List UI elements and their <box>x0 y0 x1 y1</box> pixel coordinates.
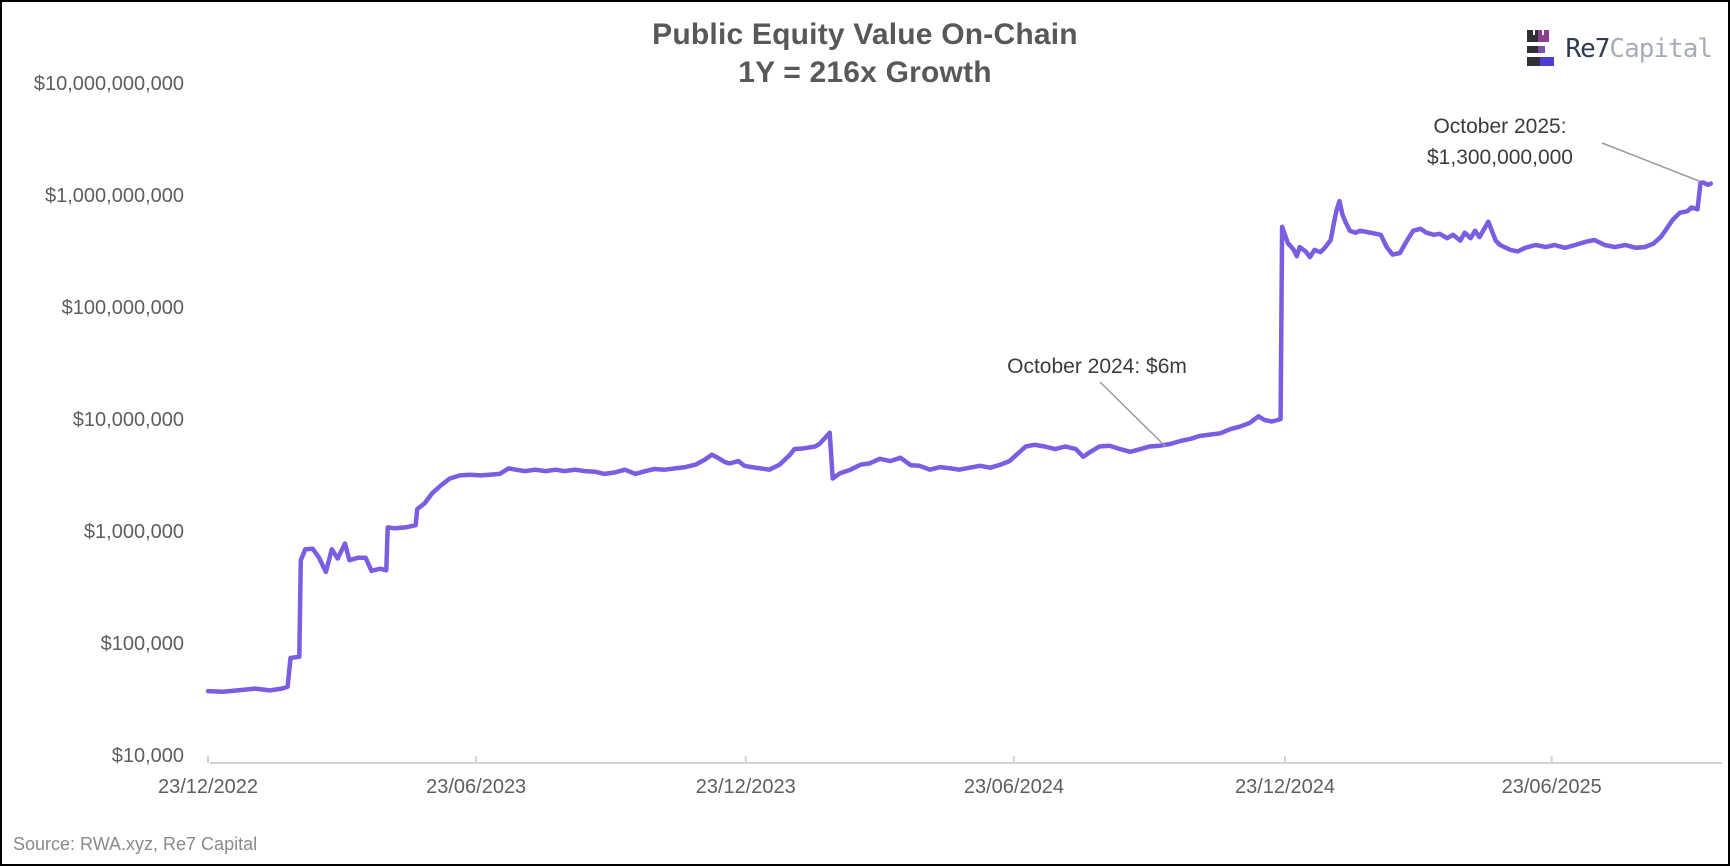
annotation-callout-line <box>1601 142 1700 182</box>
brand-name-primary: Re7 <box>1565 34 1610 64</box>
x-axis-tick-label: 23/12/2023 <box>695 776 796 798</box>
y-axis-tick-label: $10,000,000 <box>72 409 184 431</box>
chart-title: Public Equity Value On-Chain <box>652 18 1078 51</box>
brand-name: Re7Capital <box>1565 34 1713 64</box>
y-axis-tick-label: $1,000,000 <box>83 521 184 543</box>
brand-name-secondary: Capital <box>1609 34 1713 64</box>
y-axis-tick-label: $1,000,000,000 <box>44 185 184 207</box>
chart-subtitle: 1Y = 216x Growth <box>738 56 992 89</box>
annotation-oct-2025-line2: $1,300,000,000 <box>1427 146 1573 169</box>
y-axis-tick-label: $10,000,000,000 <box>33 73 184 95</box>
series-line <box>205 180 1714 694</box>
x-axis-tick-label: 23/12/2022 <box>157 776 259 798</box>
y-axis-tick-label: $100,000,000 <box>61 297 184 319</box>
annotation-oct-2024: October 2024: $6m <box>1007 351 1187 382</box>
y-axis-tick-label: $10,000 <box>111 745 184 767</box>
x-axis-tick-label: 23/06/2023 <box>426 776 527 798</box>
annotation-oct-2024-text: October 2024: $6m <box>1007 355 1187 378</box>
y-axis-tick-label: $100,000 <box>100 633 184 655</box>
x-axis-tick-label: 23/12/2024 <box>1234 776 1336 798</box>
x-axis-tick-label: 23/06/2024 <box>963 776 1064 798</box>
annotation-oct-2025: October 2025: $1,300,000,000 <box>1427 111 1573 173</box>
source-note: Source: RWA.xyz, Re7 Capital <box>13 834 258 854</box>
annotation-oct-2025-line1: October 2025: <box>1433 115 1567 138</box>
chart-title-block: Public Equity Value On-Chain 1Y = 216x G… <box>0 16 1730 92</box>
annotation-callout-line <box>1099 381 1167 448</box>
x-axis-tick-label: 23/06/2025 <box>1501 776 1602 798</box>
re7-castle-icon <box>1527 30 1555 66</box>
brand-logo: Re7Capital <box>1527 30 1713 68</box>
